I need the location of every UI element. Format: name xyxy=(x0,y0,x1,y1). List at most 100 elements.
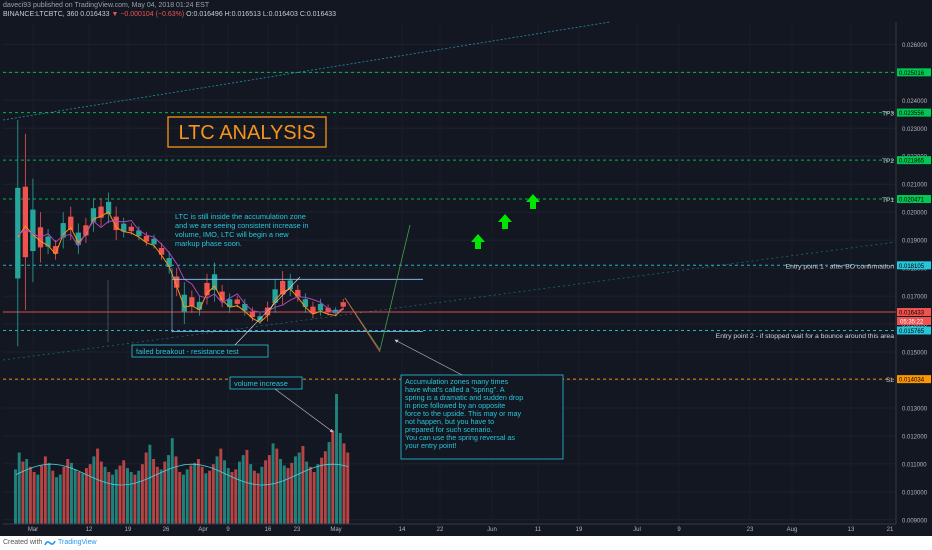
candle-body xyxy=(302,299,309,307)
volume-bar xyxy=(196,459,200,524)
candles xyxy=(15,119,346,347)
volume-bar xyxy=(133,474,137,524)
y-tick-label: 0.013000 xyxy=(902,406,928,412)
symbol-label[interactable]: BINANCE:LTCBTC, 360 xyxy=(3,11,79,18)
volume-bar xyxy=(92,456,96,524)
volume-bar xyxy=(245,449,249,524)
volume-bar xyxy=(47,462,51,524)
volume-bar xyxy=(40,465,44,524)
volume-bar xyxy=(32,472,36,524)
level-tag-label: 0.020471 xyxy=(899,198,925,204)
entry-point-2-label: Entry point 2 - if stopped wait for a bo… xyxy=(716,333,895,340)
y-tick-label: 0.021000 xyxy=(902,183,928,189)
level-marker: TP3 xyxy=(882,111,894,118)
candle-body xyxy=(272,289,278,303)
time-axis: Mar 12 19 26 Apr 9 16 23 May 14 22 Jun 11 19 Jul 9 23 Aug… xyxy=(3,523,896,533)
down-arrow-icon: ▼ xyxy=(111,11,119,18)
volume-bar xyxy=(204,473,208,524)
volume-bar xyxy=(279,459,282,524)
published-line: daveci93 published on TradingView.com, M… xyxy=(3,2,210,9)
volume-bar xyxy=(282,465,286,524)
volume-bar xyxy=(144,452,148,524)
candle-body xyxy=(325,307,331,313)
volume-bar xyxy=(25,459,29,524)
volume-bar xyxy=(230,472,234,524)
volume-bar xyxy=(316,464,320,524)
entry-point-1-label: Entry point 1 - after BO confirmation xyxy=(786,263,895,270)
volume-bar xyxy=(219,448,223,524)
x-tick-label: Jun xyxy=(487,527,497,533)
x-tick-label: 16 xyxy=(265,527,272,533)
volume-bar xyxy=(55,477,58,524)
candle-body xyxy=(30,209,36,252)
level-tag xyxy=(897,156,931,165)
volume-bar xyxy=(137,470,141,524)
level-marker: SL xyxy=(886,377,894,384)
x-tick-label: 19 xyxy=(125,527,132,533)
x-tick-label: 26 xyxy=(163,527,170,533)
y-tick-label: 0.012000 xyxy=(902,434,928,440)
tradingview-brand[interactable]: TradingView xyxy=(58,539,97,546)
volume-bar xyxy=(305,461,309,524)
volume-bar xyxy=(70,462,73,524)
volume-bar xyxy=(189,465,193,524)
volume-bar xyxy=(320,457,324,524)
volume-bar xyxy=(66,459,70,524)
volume-bar xyxy=(331,430,335,524)
candle-body xyxy=(174,276,180,288)
candle-body xyxy=(219,291,225,301)
volume-bar xyxy=(200,466,204,524)
volume-bar xyxy=(211,464,215,524)
level-tag-label: 0.015765 xyxy=(899,329,925,335)
candle-body xyxy=(295,289,301,297)
volume-bar xyxy=(323,451,327,524)
low-value: L:0.016403 xyxy=(262,11,298,18)
y-tick-label: 0.018000 xyxy=(902,267,928,273)
candle-body xyxy=(340,302,346,307)
volume-bar xyxy=(84,468,88,524)
volume-bar xyxy=(256,473,260,524)
x-tick-label: 12 xyxy=(86,527,93,533)
volume-bar xyxy=(297,452,301,524)
volume-bar xyxy=(208,470,212,524)
x-tick-label: Aug xyxy=(787,527,798,533)
x-tick-label: 23 xyxy=(747,527,754,533)
volume-bar xyxy=(99,461,103,524)
volume-bar xyxy=(185,469,189,524)
projection-path xyxy=(344,224,411,351)
x-tick-label: May xyxy=(330,527,341,533)
volume-bar xyxy=(58,474,62,524)
level-tag-label: 0.018105 xyxy=(899,264,925,270)
close-value: C:0.016433 xyxy=(299,11,337,18)
candle-body xyxy=(128,226,134,232)
candle-body xyxy=(15,187,21,279)
volume-bar xyxy=(301,446,305,524)
up-arrow-icon xyxy=(526,194,540,209)
candle-body xyxy=(45,236,51,247)
volume-increase-label: volume increase xyxy=(234,379,288,388)
ma-orange-line xyxy=(17,211,344,324)
candle-body xyxy=(158,247,165,255)
y-tick-label: 0.011000 xyxy=(902,462,927,468)
x-tick-label: 21 xyxy=(887,527,894,533)
price-change: −0.000104 (−0.63%) xyxy=(120,11,185,18)
candle-body xyxy=(68,216,74,231)
volume-bar xyxy=(77,472,81,524)
y-tick-label: 0.015000 xyxy=(902,351,928,357)
volume-bar xyxy=(335,394,338,524)
candle-body xyxy=(332,309,339,314)
volume-bar xyxy=(159,469,163,524)
up-arrow-icon xyxy=(471,234,485,249)
candle-body xyxy=(181,294,187,312)
volume-bar xyxy=(118,465,122,524)
price-chart[interactable]: TP3 TP2 TP1 SL LTC ANALYSIS LTC is still ins… xyxy=(0,0,932,536)
volume-bar xyxy=(275,448,279,524)
volume-bar xyxy=(226,468,230,524)
candle-body xyxy=(257,316,263,321)
volume-bar xyxy=(96,448,100,524)
volume-bar xyxy=(43,456,47,524)
level-tag xyxy=(897,68,931,77)
level-tag xyxy=(897,375,931,384)
x-tick-label: 23 xyxy=(294,527,301,533)
level-tag-label: 0.023556 xyxy=(899,111,925,117)
